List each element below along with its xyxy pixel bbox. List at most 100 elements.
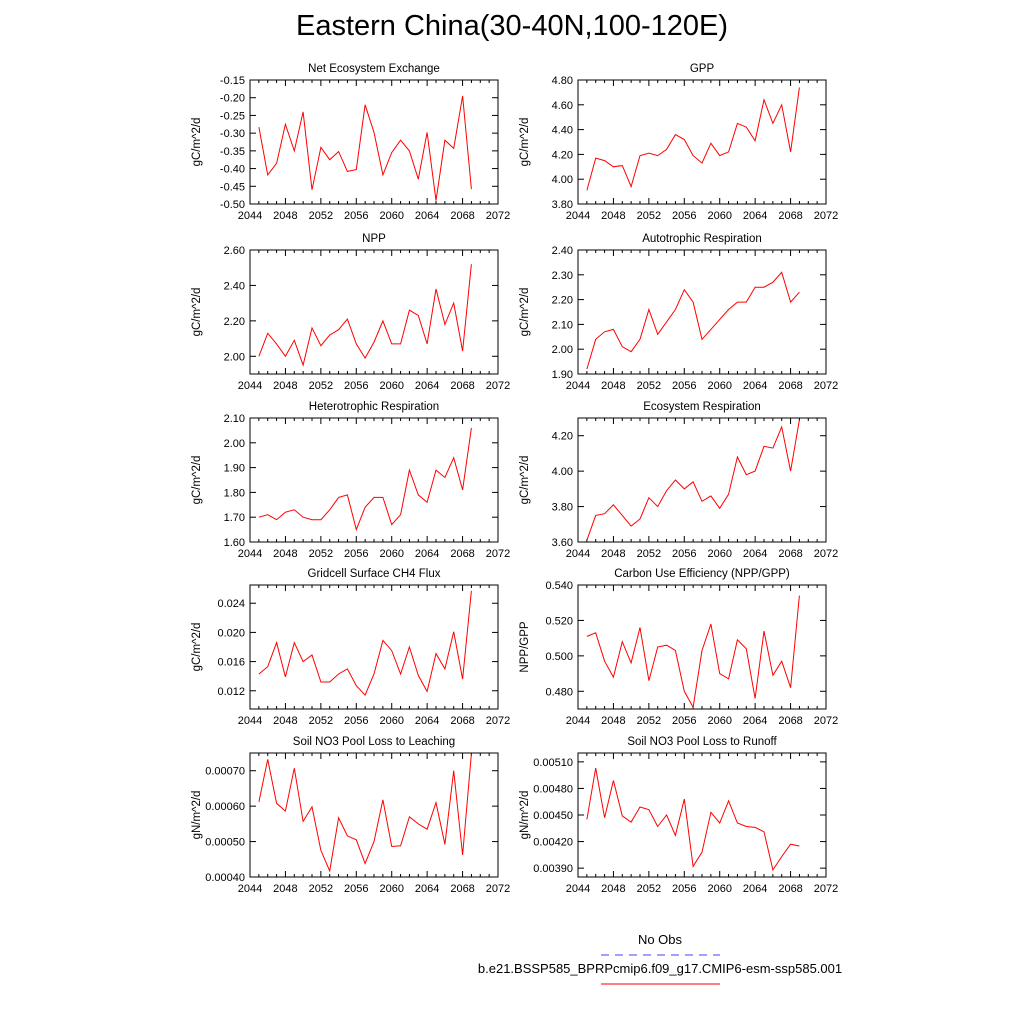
y-tick-label: -0.30 [220,128,245,140]
chart-title: Net Ecosystem Exchange [308,63,440,75]
series-line [258,590,472,697]
x-tick-label: 2064 [743,883,767,895]
y-axis-label: gC/m^2/d [191,118,203,167]
x-tick-label: 2044 [238,715,262,727]
x-tick-label: 2060 [379,715,403,727]
x-tick-label: 2044 [566,883,590,895]
chart-title: GPP [690,63,715,75]
series-line [258,264,472,367]
y-tick-label: 1.90 [224,463,245,475]
x-tick-label: 2064 [743,715,767,727]
x-tick-label: 2068 [778,548,802,560]
x-tick-label: 2048 [601,210,625,222]
y-tick-label: 4.80 [552,75,573,87]
x-tick-label: 2072 [814,883,838,895]
x-tick-label: 2056 [672,210,696,222]
x-tick-label: 2048 [273,715,297,727]
y-axis-label: gC/m^2/d [519,288,531,337]
x-tick-label: 2052 [309,883,333,895]
x-tick-label: 2052 [637,548,661,560]
x-tick-label: 2060 [379,210,403,222]
y-tick-label: 2.10 [224,413,245,425]
y-tick-label: 4.00 [552,466,573,478]
y-tick-label: 2.10 [552,319,573,331]
y-tick-label: 2.00 [552,344,573,356]
plot-frame [577,249,827,375]
x-tick-label: 2052 [309,380,333,392]
series-line [258,95,472,201]
x-tick-label: 2044 [238,380,262,392]
y-tick-label: 0.540 [545,580,573,592]
y-tick-label: 4.00 [552,174,573,186]
chart-title: Soil NO3 Pool Loss to Leaching [293,736,455,748]
y-axis-label: gC/m^2/d [519,118,531,167]
x-tick-label: 2068 [450,380,474,392]
series-line [586,87,800,191]
x-tick-label: 2044 [238,210,262,222]
y-tick-label: 0.020 [217,627,245,639]
x-tick-label: 2048 [601,883,625,895]
x-tick-label: 2060 [707,883,731,895]
y-tick-label: 0.00480 [533,783,573,795]
x-tick-label: 2052 [637,210,661,222]
x-tick-label: 2068 [450,210,474,222]
y-tick-label: -0.35 [220,146,245,158]
x-tick-label: 2048 [273,548,297,560]
plot-frame [249,752,499,878]
chart-panel-10: 2044 2048 2052 2056 2060 2064 2068 2072 0.00390 0… [519,736,838,895]
y-tick-label: 2.00 [224,438,245,450]
series-line [258,427,472,532]
y-tick-label: 2.30 [552,270,573,282]
x-tick-label: 2072 [486,715,510,727]
plot-frame [249,417,499,543]
series-line [586,595,800,709]
x-tick-label: 2048 [601,380,625,392]
y-tick-label: 1.70 [224,512,245,524]
y-axis-label: gN/m^2/d [519,791,531,840]
chart-panel-3: 2044 2048 2052 2056 2060 2064 2068 2072 2.00 2.20… [191,233,510,392]
y-tick-label: 0.024 [217,598,245,610]
x-tick-label: 2044 [566,715,590,727]
x-tick-label: 2060 [379,548,403,560]
x-tick-label: 2044 [566,548,590,560]
x-tick-label: 2068 [450,548,474,560]
series-line [586,271,800,370]
x-tick-label: 2052 [637,715,661,727]
plot-frame [577,584,827,710]
y-tick-label: 0.480 [545,686,573,698]
x-tick-label: 2044 [238,883,262,895]
x-tick-label: 2060 [379,883,403,895]
y-tick-label: 3.80 [552,502,573,514]
x-tick-label: 2056 [344,715,368,727]
legend-model-label: b.e21.BSSP585_BPRPcmip6.f09_g17.CMIP6-es… [477,961,843,976]
y-tick-label: 0.016 [217,657,245,669]
y-tick-label: 2.20 [552,295,573,307]
x-tick-label: 2064 [743,210,767,222]
x-tick-label: 2064 [415,715,439,727]
y-axis-label: gC/m^2/d [191,456,203,505]
y-tick-label: 2.40 [224,280,245,292]
y-tick-label: 2.20 [224,316,245,328]
plot-frame [249,584,499,710]
x-tick-label: 2044 [238,548,262,560]
x-tick-label: 2068 [778,380,802,392]
x-tick-label: 2068 [778,715,802,727]
x-tick-label: 2060 [707,715,731,727]
x-tick-label: 2048 [601,715,625,727]
x-tick-label: 2064 [743,548,767,560]
y-tick-label: 0.00510 [533,757,573,769]
chart-panel-4: 2044 2048 2052 2056 2060 2064 2068 2072 1.90 2.00… [519,233,838,392]
series-line [586,419,800,541]
x-tick-label: 2072 [814,210,838,222]
y-tick-label: 1.80 [224,487,245,499]
y-tick-label: 0.00450 [533,810,573,822]
chart-panel-6: 2044 2048 2052 2056 2060 2064 2068 2072 3.60 3.80… [519,401,838,560]
y-tick-label: 2.00 [224,351,245,363]
x-tick-label: 2068 [450,715,474,727]
y-axis-label: NPP/GPP [519,621,531,672]
series-line [258,753,472,873]
x-tick-label: 2072 [486,210,510,222]
x-tick-label: 2044 [566,380,590,392]
chart-panel-2: 2044 2048 2052 2056 2060 2064 2068 2072 3.80 4.00… [519,63,838,222]
